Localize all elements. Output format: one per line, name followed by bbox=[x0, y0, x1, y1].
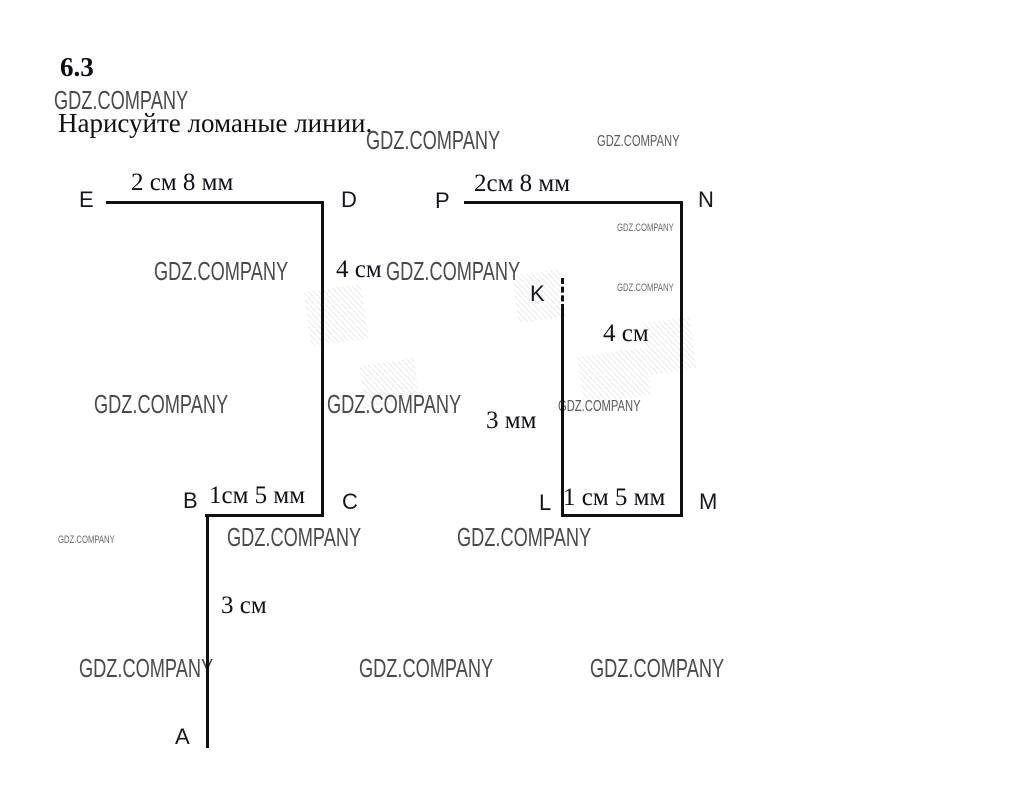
point-label-A: A bbox=[175, 724, 190, 749]
measurement-NM: 4 см bbox=[603, 320, 649, 347]
watermark-text: GDZ.COMPANY bbox=[54, 85, 189, 115]
watermark-text: GDZ.COMPANY bbox=[597, 133, 680, 150]
segment-BC-line bbox=[205, 514, 324, 517]
segment-PN-line bbox=[464, 201, 683, 204]
measurement-PN: 2см 8 мм bbox=[474, 170, 571, 197]
watermark-text: GDZ.COMPANY bbox=[359, 653, 494, 683]
watermark-text: GDZ.COMPANY bbox=[590, 653, 725, 683]
watermark-text: GDZ.COMPANY bbox=[386, 256, 521, 286]
watermark-text: GDZ.COMPANY bbox=[457, 522, 592, 552]
measurement-DC: 4 см bbox=[336, 256, 382, 283]
point-label-C: C bbox=[342, 489, 358, 514]
segment-DC-line bbox=[321, 201, 324, 517]
watermark-text: GDZ.COMPANY bbox=[154, 256, 289, 286]
section-number: 6.3 bbox=[60, 52, 94, 82]
segment-KL-line-dashed-top bbox=[561, 278, 564, 310]
segment-NM-line bbox=[680, 201, 683, 517]
watermark-text: GDZ.COMPANY bbox=[617, 282, 674, 294]
watermark-text: GDZ.COMPANY bbox=[617, 222, 674, 234]
watermark-text: GDZ.COMPANY bbox=[327, 389, 462, 419]
segment-KL-line bbox=[561, 308, 564, 517]
watermark-text: GDZ.COMPANY bbox=[366, 125, 501, 155]
measurement-ED: 2 см 8 мм bbox=[131, 169, 234, 196]
point-label-B: B bbox=[183, 488, 198, 513]
scan-artifact bbox=[641, 316, 697, 376]
watermark-text: GDZ.COMPANY bbox=[79, 653, 214, 683]
segment-ED-line bbox=[106, 201, 324, 204]
measurement-BC: 1см 5 мм bbox=[209, 482, 306, 509]
point-label-D: D bbox=[341, 187, 357, 212]
point-label-K: K bbox=[530, 281, 545, 306]
measurement-BA: 3 см bbox=[221, 592, 267, 619]
point-label-P: P bbox=[435, 188, 450, 213]
point-label-M: M bbox=[699, 489, 718, 514]
point-label-N: N bbox=[698, 187, 714, 212]
watermark-text: GDZ.COMPANY bbox=[94, 389, 229, 419]
segment-BA-line bbox=[206, 514, 209, 748]
page-title: Нарисуйте ломаные линии. bbox=[58, 108, 373, 138]
scan-artifact bbox=[576, 347, 652, 405]
watermark-text: GDZ.COMPANY bbox=[558, 398, 641, 415]
point-label-E: E bbox=[79, 187, 94, 212]
point-label-L: L bbox=[539, 490, 552, 515]
measurement-LM: 1 см 5 мм bbox=[563, 484, 666, 511]
segment-LM-line bbox=[561, 514, 683, 517]
scan-artifact bbox=[303, 284, 369, 347]
watermark-text: GDZ.COMPANY bbox=[58, 534, 115, 546]
measurement-KL: 3 мм bbox=[486, 407, 537, 434]
watermark-text: GDZ.COMPANY bbox=[227, 522, 362, 552]
